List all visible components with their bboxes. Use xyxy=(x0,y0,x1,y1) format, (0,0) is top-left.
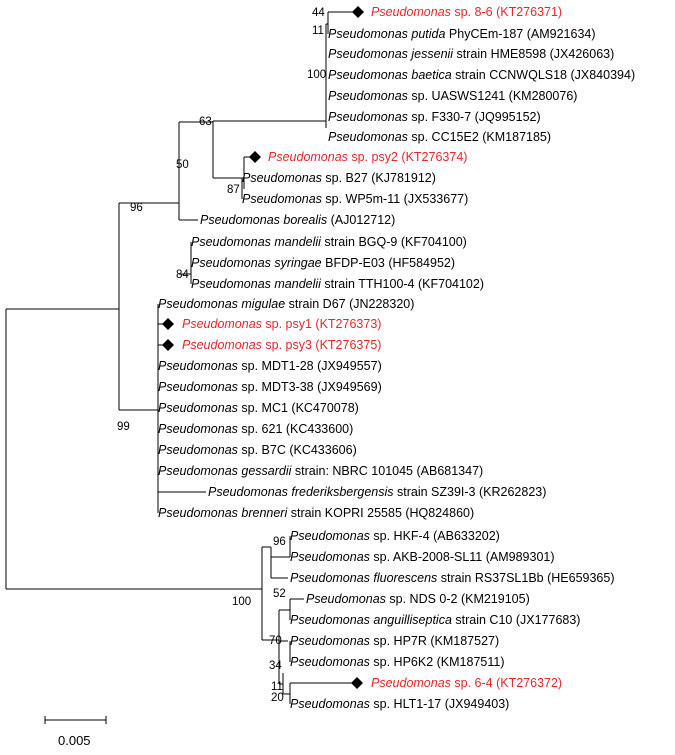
taxon-label: Pseudomonas baetica strain CCNWQLS18 (JX… xyxy=(328,68,635,82)
taxon-label: Pseudomonas sp. NDS 0-2 (KM219105) xyxy=(306,592,530,606)
taxon-label: Pseudomonas sp. 6-4 (KT276372) xyxy=(371,676,562,690)
tree-branches xyxy=(5,11,354,704)
taxon-label: Pseudomonas sp. HP6K2 (KM187511) xyxy=(290,655,504,669)
taxon-label: Pseudomonas frederiksbergensis strain SZ… xyxy=(208,485,546,499)
bootstrap-value: 11 xyxy=(312,25,324,37)
scale-bar: 0.005 xyxy=(44,716,107,748)
taxon-label: Pseudomonas anguilliseptica strain C10 (… xyxy=(290,613,580,627)
taxon-label: Pseudomonas mandelii strain BGQ-9 (KF704… xyxy=(191,235,467,249)
bootstrap-value: 96 xyxy=(273,536,286,548)
taxon-label: Pseudomonas syringae BFDP-E03 (HF584952) xyxy=(191,256,455,270)
taxon-label: Pseudomonas brenneri strain KOPRI 25585 … xyxy=(158,506,474,520)
taxon-label: Pseudomonas sp. HLT1-17 (JX949403) xyxy=(290,697,509,711)
taxon-label: Pseudomonas sp. HKF-4 (AB633202) xyxy=(290,529,500,543)
bootstrap-value: 34 xyxy=(269,660,282,672)
bootstrap-value: 20 xyxy=(271,692,284,704)
taxon-label: Pseudomonas sp. 621 (KC433600) xyxy=(158,422,353,436)
taxon-label: Pseudomonas putida PhyCEm-187 (AM921634) xyxy=(328,27,596,41)
taxon-labels: Pseudomonas sp. 8-6 (KT276371) Pseudomona… xyxy=(158,5,635,711)
taxon-label: Pseudomonas sp. HP7R (KM187527) xyxy=(290,634,499,648)
taxon-label: Pseudomonas sp. AKB-2008-SL11 (AM989301) xyxy=(290,550,555,564)
bootstrap-value: 87 xyxy=(227,184,240,196)
diamond-marker-icon xyxy=(351,677,363,689)
bootstrap-value: 63 xyxy=(199,116,212,128)
bootstrap-value: 100 xyxy=(307,69,326,81)
taxon-label: Pseudomonas sp. WP5m-11 (JX533677) xyxy=(242,192,468,206)
bootstrap-value: 52 xyxy=(273,588,286,600)
taxon-label: Pseudomonas sp. F330-7 (JQ995152) xyxy=(328,110,541,124)
taxon-label: Pseudomonas sp. B27 (KJ781912) xyxy=(242,171,436,185)
bootstrap-value: 50 xyxy=(176,159,189,171)
bootstrap-value: 99 xyxy=(117,421,130,433)
bootstrap-value: 100 xyxy=(232,596,251,608)
diamond-marker-icon xyxy=(162,318,174,330)
scale-bar-label: 0.005 xyxy=(58,733,91,748)
taxon-label: Pseudomonas sp. 8-6 (KT276371) xyxy=(371,5,562,19)
highlight-markers xyxy=(162,6,364,689)
bootstrap-value: 96 xyxy=(130,202,143,214)
taxon-label: Pseudomonas fluorescens strain RS37SL1Bb… xyxy=(290,571,615,585)
taxon-label: Pseudomonas gessardii strain: NBRC 10104… xyxy=(158,464,483,478)
diamond-marker-icon xyxy=(162,339,174,351)
taxon-label: Pseudomonas borealis (AJ012712) xyxy=(200,213,395,227)
taxon-label: Pseudomonas migulae strain D67 (JN228320… xyxy=(158,297,414,311)
taxon-label: Pseudomonas sp. MC1 (KC470078) xyxy=(158,401,359,415)
taxon-label: Pseudomonas sp. psy1 (KT276373) xyxy=(182,317,381,331)
taxon-label: Pseudomonas sp. UASWS1241 (KM280076) xyxy=(328,89,577,103)
bootstrap-value: 11 xyxy=(271,681,283,693)
taxon-label: Pseudomonas mandelii strain TTH100-4 (KF… xyxy=(191,277,484,291)
taxon-label: Pseudomonas jessenii strain HME8598 (JX4… xyxy=(328,47,614,61)
bootstrap-value: 44 xyxy=(312,7,325,19)
diamond-marker-icon xyxy=(352,6,364,18)
taxon-label: Pseudomonas sp. MDT3-38 (JX949569) xyxy=(158,380,382,394)
taxon-label: Pseudomonas sp. MDT1-28 (JX949557) xyxy=(158,359,382,373)
taxon-label: Pseudomonas sp. CC15E2 (KM187185) xyxy=(328,130,551,144)
taxon-label: Pseudomonas sp. psy2 (KT276374) xyxy=(268,150,467,164)
bootstrap-value: 70 xyxy=(269,635,282,647)
bootstrap-value: 84 xyxy=(176,269,189,281)
diamond-marker-icon xyxy=(249,151,261,163)
taxon-label: Pseudomonas sp. B7C (KC433606) xyxy=(158,443,357,457)
taxon-label: Pseudomonas sp. psy3 (KT276375) xyxy=(182,338,381,352)
